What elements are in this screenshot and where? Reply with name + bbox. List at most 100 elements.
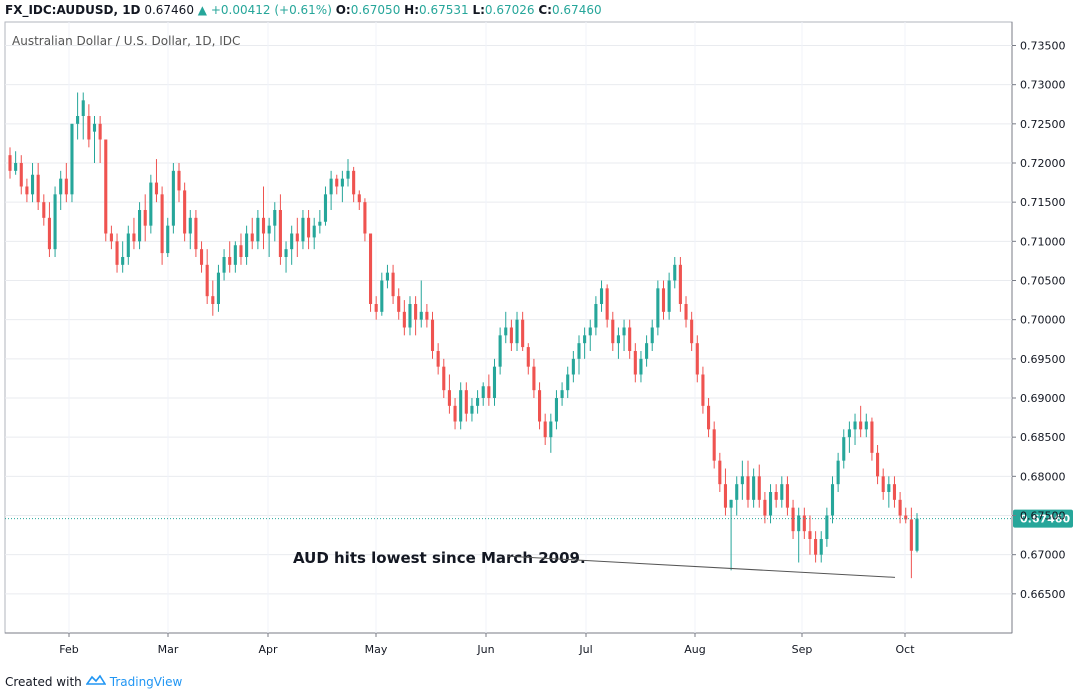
candle-body bbox=[695, 343, 699, 375]
candle-body bbox=[509, 327, 513, 344]
candle bbox=[847, 421, 851, 453]
candle bbox=[538, 382, 542, 430]
candle-body bbox=[667, 280, 671, 312]
candle bbox=[430, 311, 435, 359]
candle bbox=[228, 241, 232, 273]
low-label: L: bbox=[472, 3, 485, 17]
candle bbox=[678, 257, 682, 312]
candle-body bbox=[464, 390, 468, 414]
candle-body bbox=[566, 374, 570, 391]
candle-body bbox=[526, 347, 530, 367]
price-tick-label: 0.68500 bbox=[1020, 431, 1066, 444]
candle bbox=[492, 358, 497, 406]
overlay-group: 0.67460 AUD hits lowest since March 2009. bbox=[5, 509, 1073, 578]
candle-body bbox=[228, 257, 232, 265]
candle-body bbox=[109, 233, 113, 242]
candle bbox=[115, 233, 119, 273]
candle bbox=[746, 460, 750, 508]
candle-body bbox=[115, 241, 119, 265]
candle-body bbox=[126, 233, 130, 257]
candle-body bbox=[290, 233, 294, 250]
price-tick-label: 0.69500 bbox=[1020, 353, 1066, 366]
candle bbox=[290, 225, 294, 265]
grid-lines bbox=[4, 21, 1013, 634]
candle bbox=[909, 507, 913, 579]
candle-body bbox=[419, 311, 423, 320]
candle-body bbox=[605, 288, 609, 320]
open-label: O: bbox=[335, 3, 351, 17]
candle-body bbox=[859, 421, 863, 430]
candle bbox=[515, 311, 519, 351]
candle-body bbox=[639, 358, 643, 375]
candle-body bbox=[166, 225, 170, 254]
last-price-tag-label: 0.67460 bbox=[1020, 513, 1070, 526]
candle bbox=[273, 202, 277, 242]
candle-body bbox=[774, 492, 778, 500]
candle bbox=[881, 468, 885, 500]
candle bbox=[154, 159, 159, 203]
candle bbox=[171, 163, 175, 234]
last-price-tag bbox=[1013, 509, 1073, 528]
candle-body bbox=[892, 484, 897, 500]
candle-body bbox=[273, 210, 277, 226]
candle bbox=[487, 374, 491, 406]
candle bbox=[825, 507, 829, 547]
candle-body bbox=[295, 233, 299, 242]
candle bbox=[588, 319, 592, 351]
close-label: C: bbox=[538, 3, 552, 17]
candle-body bbox=[735, 484, 739, 500]
candle bbox=[92, 116, 97, 163]
candle bbox=[419, 280, 423, 328]
candle bbox=[380, 272, 384, 316]
price-tick-label: 0.73000 bbox=[1020, 79, 1066, 92]
candle-body bbox=[853, 421, 857, 430]
candle bbox=[723, 468, 728, 516]
candle bbox=[594, 296, 598, 336]
candle-body bbox=[532, 366, 536, 391]
candle bbox=[109, 225, 113, 250]
candle bbox=[205, 249, 209, 304]
candle bbox=[633, 343, 637, 383]
candle-body bbox=[650, 327, 654, 344]
candle bbox=[267, 217, 271, 257]
candle bbox=[797, 507, 801, 563]
candle-body bbox=[864, 421, 868, 430]
candle bbox=[8, 147, 12, 179]
candle bbox=[447, 374, 451, 414]
candle bbox=[509, 319, 513, 351]
high-label: H: bbox=[404, 3, 419, 17]
candle-body bbox=[261, 217, 266, 234]
candle-body bbox=[380, 280, 384, 312]
candle-body bbox=[98, 123, 102, 140]
candle-body bbox=[245, 233, 249, 257]
last-price-value: 0.67460 bbox=[144, 3, 194, 17]
candle-body bbox=[628, 327, 632, 351]
candle bbox=[357, 190, 361, 210]
price-tick-label: 0.66500 bbox=[1020, 588, 1066, 601]
candle bbox=[768, 484, 773, 524]
tradingview-logo-icon[interactable] bbox=[85, 674, 107, 689]
candle bbox=[335, 174, 339, 195]
candle bbox=[25, 178, 29, 203]
candle-body bbox=[701, 374, 705, 406]
candle-body bbox=[239, 245, 243, 257]
candle-body bbox=[560, 390, 564, 398]
time-tick-label: Oct bbox=[895, 643, 915, 656]
candle-body bbox=[898, 499, 902, 516]
candle bbox=[14, 151, 18, 175]
candle bbox=[498, 327, 502, 375]
candle-body bbox=[323, 194, 328, 222]
candle-body bbox=[797, 515, 801, 532]
tradingview-brand[interactable]: TradingView bbox=[109, 674, 183, 689]
candle-body bbox=[487, 386, 491, 398]
candle bbox=[735, 476, 739, 516]
candle-body bbox=[768, 492, 773, 516]
candle bbox=[76, 92, 80, 140]
price-tick-label: 0.70500 bbox=[1020, 275, 1066, 288]
candle-body bbox=[554, 398, 559, 422]
candle bbox=[177, 163, 181, 203]
candle bbox=[476, 390, 480, 414]
candle-body bbox=[515, 319, 519, 344]
